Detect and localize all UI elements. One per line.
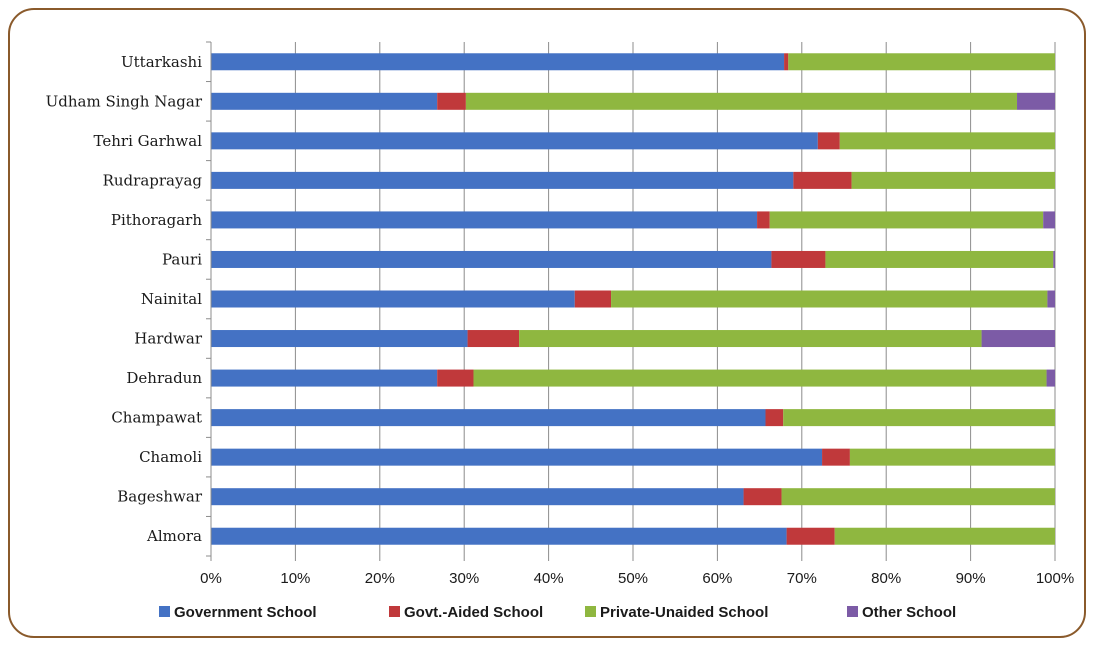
bar-segment — [793, 171, 852, 189]
bar-segment — [851, 171, 1055, 189]
category-label: Dehradun — [126, 369, 202, 387]
category-label: Nainital — [141, 290, 202, 308]
bar-segment — [211, 290, 575, 308]
category-label: Champawat — [111, 409, 202, 427]
bar-segment — [981, 330, 1055, 348]
category-label: Bageshwar — [117, 488, 203, 506]
legend-label: Govt.-Aided School — [404, 604, 543, 621]
bar-segment — [1047, 290, 1055, 308]
bar-segment — [817, 132, 840, 150]
bar-segment — [211, 488, 744, 506]
legend-label: Private-Unaided School — [600, 604, 768, 621]
x-tick-label: 30% — [449, 570, 479, 587]
category-label: Rudraprayag — [103, 171, 203, 189]
bar-segment — [788, 53, 1055, 71]
bar-segment — [834, 527, 1055, 545]
legend-label: Government School — [174, 604, 317, 621]
bar-segment — [825, 250, 1054, 268]
bar-segment — [211, 132, 818, 150]
bar-segment — [783, 409, 1055, 427]
bar-segment — [473, 369, 1047, 387]
x-tick-label: 50% — [618, 570, 648, 587]
category-label: Almora — [146, 527, 202, 545]
x-tick-label: 0% — [200, 570, 222, 587]
category-label: Pithoragarh — [111, 211, 202, 229]
bar-segment — [211, 448, 823, 466]
bar-segment — [211, 211, 758, 229]
x-tick-label: 20% — [365, 570, 395, 587]
bar-segment — [211, 53, 785, 71]
bar-segment — [757, 211, 770, 229]
bar-segment — [211, 409, 766, 427]
x-tick-label: 80% — [871, 570, 901, 587]
bar-segment — [765, 409, 784, 427]
bar-segment — [211, 527, 787, 545]
x-tick-label: 90% — [956, 570, 986, 587]
bar-segment — [1017, 92, 1055, 110]
legend-swatch — [159, 606, 170, 617]
bars — [211, 53, 1055, 545]
bar-segment — [211, 330, 468, 348]
bar-segment — [211, 369, 438, 387]
legend-label: Other School — [862, 604, 956, 621]
bar-segment — [822, 448, 850, 466]
category-label: Pauri — [162, 250, 202, 268]
x-tick-label: 60% — [702, 570, 732, 587]
legend: Government School Govt.-Aided School Priva… — [159, 604, 956, 621]
bar-segment — [467, 330, 520, 348]
bar-segment — [211, 171, 794, 189]
bar-segment — [465, 92, 1018, 110]
legend-swatch — [389, 606, 400, 617]
x-tick-label: 40% — [534, 570, 564, 587]
category-label: Tehri Garhwal — [94, 132, 203, 150]
bar-segment — [211, 250, 772, 268]
bar-segment — [769, 211, 1044, 229]
bar-segment — [743, 488, 782, 506]
bar-segment — [574, 290, 612, 308]
bar-segment — [786, 527, 835, 545]
x-tick-label: 70% — [787, 570, 817, 587]
bar-segment — [839, 132, 1055, 150]
bar-segment — [781, 488, 1055, 506]
bar-segment — [519, 330, 982, 348]
x-tick-label: 100% — [1036, 570, 1074, 587]
legend-swatch — [585, 606, 596, 617]
category-label: Uttarkashi — [121, 53, 202, 71]
bar-segment — [437, 369, 474, 387]
category-label: Udham Singh Nagar — [46, 92, 203, 110]
bar-segment — [1046, 369, 1055, 387]
bar-segment — [1053, 250, 1055, 268]
x-tick-label: 10% — [280, 570, 310, 587]
bar-segment — [611, 290, 1048, 308]
axes: 0% 10% 20% 30% 40% 50% 60% 70% 80% 90% 100% Almora B… — [46, 41, 1074, 587]
bar-segment — [211, 92, 438, 110]
bar-segment — [771, 250, 826, 268]
legend-swatch — [847, 606, 858, 617]
bar-segment — [437, 92, 466, 110]
bar-segment — [1043, 211, 1055, 229]
bar-segment — [849, 448, 1055, 466]
category-label: Chamoli — [139, 448, 202, 466]
bar-segment — [784, 53, 789, 71]
category-label: Hardwar — [134, 330, 203, 348]
